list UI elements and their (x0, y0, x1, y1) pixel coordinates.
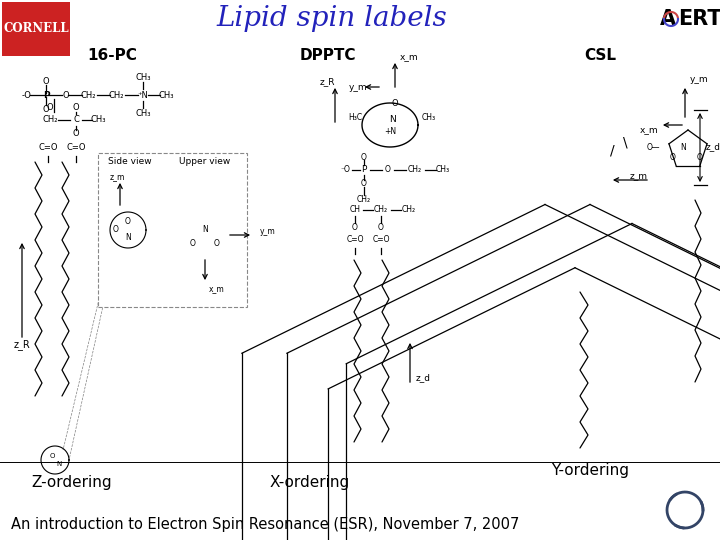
Text: Upper view: Upper view (179, 158, 230, 166)
Text: z_m: z_m (110, 172, 125, 181)
Text: CH₃: CH₃ (158, 91, 174, 99)
Text: CH₂: CH₂ (108, 91, 124, 99)
Text: P: P (42, 91, 49, 99)
Text: O: O (42, 77, 49, 85)
Text: O: O (352, 224, 358, 233)
Text: O: O (125, 218, 131, 226)
Text: CH₃: CH₃ (422, 112, 436, 122)
Text: CH₂: CH₂ (42, 116, 58, 125)
Text: Side view: Side view (108, 158, 152, 166)
Text: CH₂: CH₂ (374, 206, 388, 214)
Text: O: O (670, 153, 676, 163)
Text: N: N (389, 114, 395, 124)
Text: ERT: ERT (678, 9, 720, 29)
Text: O: O (73, 104, 79, 112)
Text: CH: CH (349, 206, 361, 214)
Text: H₃C: H₃C (348, 112, 362, 122)
Text: O: O (378, 224, 384, 233)
Text: CH₂: CH₂ (357, 195, 371, 205)
Text: O: O (63, 91, 69, 99)
Text: CH₂: CH₂ (402, 206, 416, 214)
Text: z_R: z_R (320, 78, 336, 86)
Text: CSL: CSL (584, 49, 616, 64)
Text: O: O (214, 239, 220, 247)
Text: O: O (113, 226, 119, 234)
Text: ⁻O: ⁻O (340, 165, 350, 174)
Text: O: O (73, 130, 79, 138)
Text: /: / (610, 143, 614, 157)
Text: x_m: x_m (400, 52, 418, 62)
Text: O: O (49, 453, 55, 459)
FancyBboxPatch shape (98, 153, 247, 307)
Text: N: N (202, 226, 208, 234)
Text: \: \ (623, 135, 627, 149)
Text: y_m: y_m (260, 227, 276, 237)
Text: N: N (56, 461, 62, 467)
Text: O—: O— (647, 143, 660, 152)
Text: ⁺N: ⁺N (138, 91, 148, 99)
Text: y_m: y_m (690, 76, 708, 84)
Text: C=O: C=O (66, 144, 86, 152)
Text: CH₃: CH₃ (436, 165, 450, 174)
Text: C=O: C=O (372, 235, 390, 245)
FancyBboxPatch shape (2, 2, 70, 56)
Text: Z-ordering: Z-ordering (32, 476, 112, 490)
Text: CH₃: CH₃ (90, 116, 106, 125)
Text: A: A (660, 9, 676, 29)
Text: CH₂: CH₂ (408, 165, 422, 174)
Text: C: C (73, 116, 79, 125)
Text: O: O (42, 105, 49, 113)
Text: C=O: C=O (38, 144, 58, 152)
Text: O: O (190, 239, 196, 247)
Text: x_m: x_m (639, 125, 658, 134)
Text: O: O (361, 152, 367, 161)
Text: z_d: z_d (416, 374, 431, 382)
Text: O: O (392, 98, 398, 107)
Text: X-ordering: X-ordering (270, 476, 350, 490)
Text: +N: +N (384, 126, 396, 136)
Text: P: P (361, 165, 366, 174)
Text: y_m: y_m (348, 83, 367, 91)
Text: O: O (47, 104, 53, 112)
Text: An introduction to Electron Spin Resonance (ESR), November 7, 2007: An introduction to Electron Spin Resonan… (11, 517, 519, 532)
Text: Lipid spin labels: Lipid spin labels (217, 5, 447, 32)
Text: O: O (385, 165, 391, 174)
Text: x_m: x_m (209, 285, 225, 294)
Text: DPPTC: DPPTC (300, 49, 356, 64)
Text: O: O (361, 179, 367, 187)
Text: C=O: C=O (346, 235, 364, 245)
Text: N: N (125, 233, 131, 242)
Text: CH₃: CH₃ (135, 109, 150, 118)
Text: z_d: z_d (706, 143, 720, 152)
Text: Y-ordering: Y-ordering (551, 463, 629, 478)
Text: O: O (697, 153, 703, 163)
Text: CH₃: CH₃ (135, 72, 150, 82)
Text: CORNELL: CORNELL (3, 23, 69, 36)
Text: N: N (680, 143, 686, 152)
Text: CH₂: CH₂ (80, 91, 96, 99)
Text: -O: -O (22, 91, 32, 99)
Text: z_m: z_m (630, 172, 648, 180)
Text: 16-PC: 16-PC (87, 49, 137, 64)
Text: z_R: z_R (14, 340, 31, 350)
